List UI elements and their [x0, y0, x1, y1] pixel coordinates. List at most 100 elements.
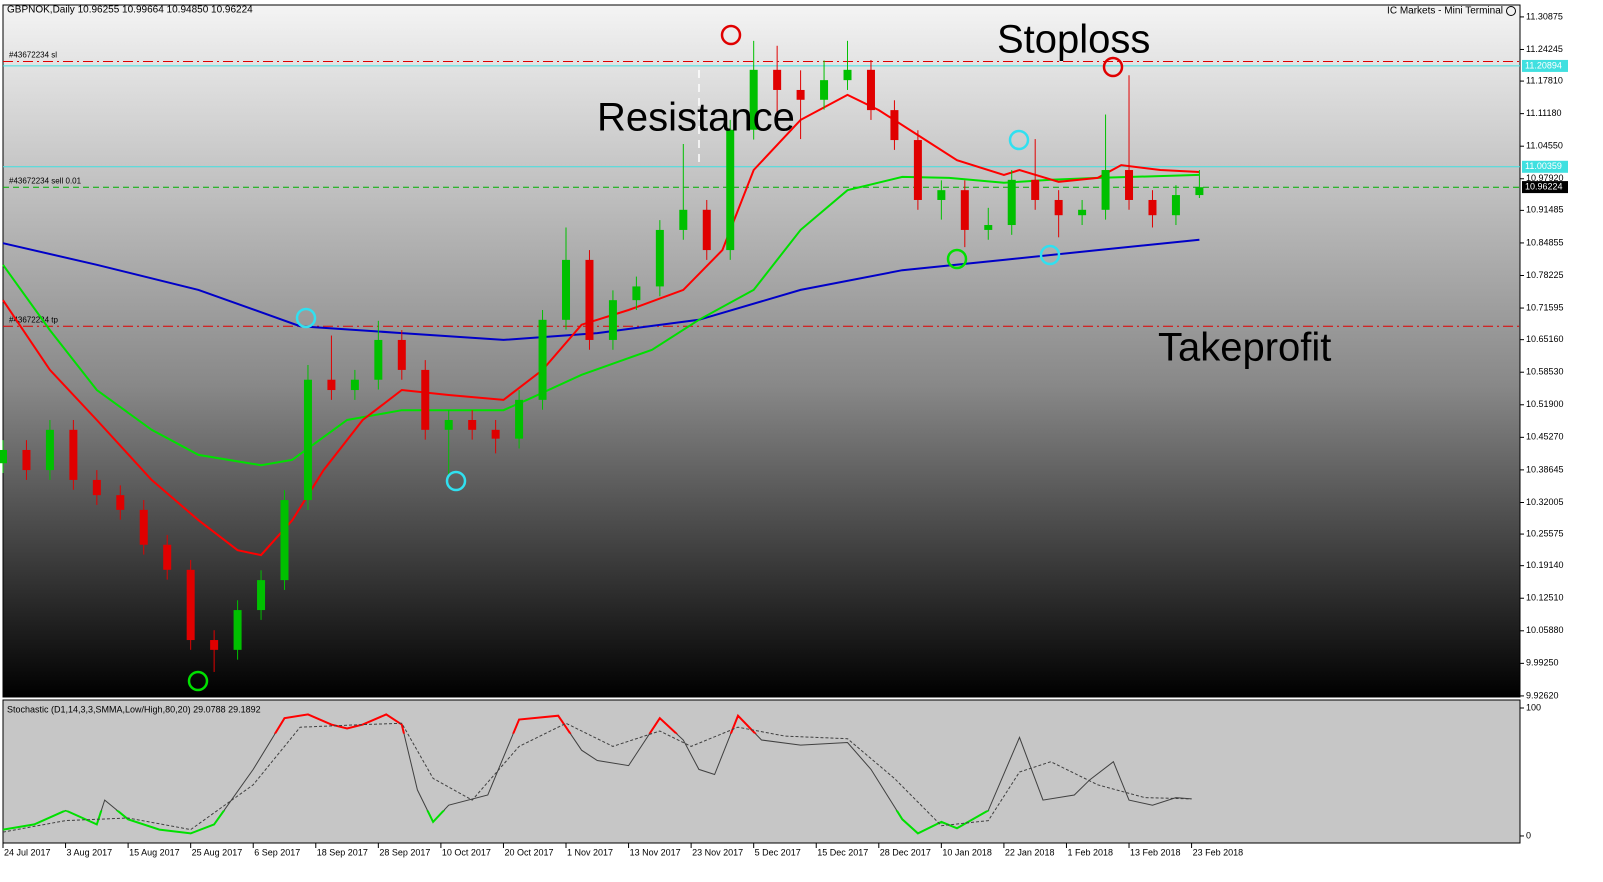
candle-body	[796, 89, 805, 100]
x-tick-label: 3 Aug 2017	[67, 847, 113, 857]
candle-body	[515, 399, 524, 439]
chart-title: GBPNOK,Daily 10.96255 10.99664 10.94850 …	[7, 5, 253, 16]
y-tick-label: 10.12510	[1526, 593, 1564, 603]
annotation: Stoploss	[997, 18, 1150, 62]
last-price-tag	[1522, 181, 1568, 194]
candle-body	[1171, 195, 1180, 216]
annotation: Takeprofit	[1158, 326, 1331, 370]
y-tick-label: 10.19140	[1526, 560, 1564, 570]
y-tick-label: 10.05880	[1526, 625, 1564, 635]
y-tick-label: 10.32005	[1526, 497, 1564, 507]
x-tick-label: 1 Nov 2017	[567, 847, 613, 857]
stochastic-line	[2, 722, 1192, 833]
x-tick-label: 22 Jan 2018	[1005, 847, 1055, 857]
signal-marker	[445, 470, 467, 492]
candle-body	[468, 420, 477, 430]
signal-marker	[1039, 244, 1061, 266]
y-tick-label: 10.25575	[1526, 528, 1564, 538]
terminal-name: IC Markets - Mini Terminal	[1387, 6, 1503, 17]
candle-body	[1031, 179, 1040, 200]
y-tick-label: 10.38645	[1526, 464, 1564, 474]
x-tick-label: 10 Jan 2018	[942, 847, 992, 857]
signal-marker	[1102, 56, 1124, 78]
terminal-icon	[1506, 6, 1516, 16]
candle-body	[116, 495, 125, 510]
x-tick-label: 20 Oct 2017	[504, 847, 553, 857]
candle-body	[186, 569, 195, 641]
y-tick-label: 11.11180	[1526, 108, 1562, 118]
candle-body	[1007, 179, 1016, 226]
candle-body	[444, 420, 453, 430]
signal-marker	[1008, 129, 1030, 151]
candle-body	[1148, 199, 1157, 216]
y-tick-label: 0	[1526, 830, 1531, 840]
x-tick-label: 25 Aug 2017	[192, 847, 243, 857]
candle-body	[280, 500, 289, 581]
x-tick-label: 15 Aug 2017	[129, 847, 180, 857]
y-tick-label: 10.78225	[1526, 270, 1564, 280]
y-tick-label: 100	[1526, 702, 1541, 712]
candle-body	[139, 509, 148, 545]
x-tick-label: 15 Dec 2017	[817, 847, 868, 857]
candle-body	[655, 229, 664, 287]
price-level-tag	[1522, 160, 1568, 173]
y-tick-label: 11.30875	[1526, 11, 1563, 21]
signal-marker	[720, 24, 742, 46]
candle-body	[257, 580, 266, 611]
candle-body	[538, 319, 547, 400]
candle-body	[562, 259, 571, 320]
moving-average-line	[2, 93, 1200, 557]
candle-body	[397, 339, 406, 370]
stochastic-panel	[2, 699, 1521, 844]
price-level-label: 11.00359	[1525, 161, 1562, 171]
candle-body	[890, 110, 899, 141]
price-level-label: 11.20894	[1525, 60, 1562, 70]
order-label: #43672234 tp	[9, 315, 58, 324]
candle-body	[749, 69, 758, 130]
candle-body	[491, 429, 500, 439]
candle-body	[1078, 209, 1087, 216]
candle-body	[608, 300, 617, 340]
candle-body	[374, 339, 383, 380]
x-tick-label: 23 Nov 2017	[692, 847, 743, 857]
last-price-label: 10.96224	[1525, 181, 1563, 191]
y-tick-label: 10.91485	[1526, 205, 1564, 215]
annotation: Resistance	[597, 96, 795, 140]
candle-body	[1195, 187, 1204, 196]
stochastic-oversold	[3, 810, 990, 835]
candle-body	[92, 479, 101, 496]
candle-body	[585, 259, 594, 340]
x-tick-label: 13 Feb 2018	[1130, 847, 1181, 857]
candle-body	[1101, 170, 1110, 210]
candle-body	[866, 69, 875, 111]
x-tick-label: 1 Feb 2018	[1067, 847, 1113, 857]
candle-body	[702, 209, 711, 251]
candle-body	[937, 190, 946, 200]
candle-body	[303, 379, 312, 501]
candle-body	[1054, 199, 1063, 216]
x-tick-label: 18 Sep 2017	[317, 847, 368, 857]
candle-body	[984, 225, 993, 230]
moving-average-line	[2, 238, 1200, 341]
candle-body	[350, 379, 359, 391]
candle-body	[69, 429, 78, 480]
candle-body	[327, 379, 336, 391]
order-label: #43672234 sell 0.01	[9, 176, 82, 185]
x-tick-label: 28 Dec 2017	[880, 847, 931, 857]
candle-body	[233, 610, 242, 650]
x-tick-label: 24 Jul 2017	[4, 847, 51, 857]
x-tick-label: 6 Sep 2017	[254, 847, 300, 857]
candle-body	[163, 544, 172, 570]
plot-layer: 24 Jul 2017 3 Aug 2017 15 Aug 2017 25 Aug 2…	[0, 11, 1568, 857]
candle-body	[960, 190, 969, 230]
candle-body	[421, 369, 430, 430]
y-tick-label: 10.97920	[1526, 173, 1564, 183]
candle-body	[913, 140, 922, 200]
x-tick-label: 23 Feb 2018	[1193, 847, 1244, 857]
y-tick-label: 10.51900	[1526, 399, 1564, 409]
signal-markers	[187, 24, 1124, 692]
candle-body	[820, 80, 829, 100]
y-tick-label: 10.58530	[1526, 367, 1564, 377]
candle-body	[679, 209, 688, 230]
